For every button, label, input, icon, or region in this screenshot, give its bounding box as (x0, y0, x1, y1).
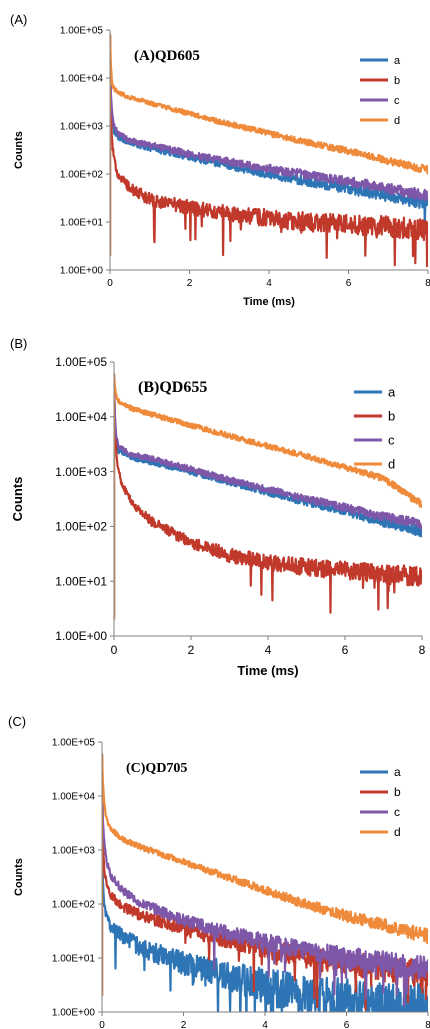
legend-label-c: c (388, 433, 395, 448)
series-line-d (102, 752, 428, 996)
chart-title: (A)QD605 (134, 48, 200, 64)
series-line-c (110, 33, 428, 256)
series-line-d (110, 33, 428, 256)
y-tick-label: 1.00E+00 (55, 629, 107, 643)
y-axis-label: Counts (13, 131, 25, 169)
legend-label-a: a (388, 385, 396, 400)
x-tick-label: 2 (187, 278, 193, 289)
y-tick-label: 1.00E+04 (52, 792, 96, 803)
x-tick-label: 4 (266, 278, 272, 289)
series-line-a (114, 373, 422, 620)
chart-title: (C)QD705 (126, 761, 187, 776)
x-axis-label: Time (ms) (237, 663, 298, 678)
x-tick-label: 4 (265, 643, 272, 657)
legend-label-c: c (394, 805, 400, 819)
y-tick-label: 1.00E+05 (52, 738, 96, 749)
y-tick-label: 1.00E+03 (55, 465, 107, 479)
series-line-b (114, 373, 422, 620)
x-tick-label: 6 (342, 643, 349, 657)
panel-label: (C) (8, 714, 26, 729)
x-tick-label: 2 (181, 1020, 187, 1029)
x-tick-label: 6 (344, 1020, 350, 1029)
y-tick-label: 1.00E+01 (55, 574, 107, 588)
y-tick-label: 1.00E+03 (60, 122, 104, 133)
legend-label-b: b (394, 75, 400, 87)
series-line-a (102, 752, 428, 1012)
chart-title: (B)QD655 (138, 379, 207, 396)
legend-label-a: a (394, 55, 401, 67)
x-tick-label: 0 (99, 1020, 105, 1029)
panel-label: (B) (10, 336, 27, 351)
series-line-c (114, 373, 422, 620)
panel-label: (A) (10, 12, 27, 27)
x-tick-label: 0 (111, 643, 118, 657)
y-axis-label: Counts (10, 477, 25, 522)
x-tick-label: 0 (107, 278, 113, 289)
y-tick-label: 1.00E+04 (60, 74, 104, 85)
legend-label-a: a (394, 765, 401, 779)
x-tick-label: 8 (425, 1020, 430, 1029)
series-line-c (102, 752, 428, 1007)
x-tick-label: 2 (188, 643, 195, 657)
legend-label-b: b (394, 785, 401, 799)
y-tick-label: 1.00E+02 (60, 170, 104, 181)
y-tick-label: 1.00E+03 (52, 846, 96, 857)
y-tick-label: 1.00E+00 (60, 266, 104, 277)
y-tick-label: 1.00E+05 (60, 26, 104, 37)
legend-label-d: d (394, 115, 400, 127)
series-line-b (110, 33, 428, 268)
x-tick-label: 6 (346, 278, 352, 289)
x-tick-label: 4 (262, 1020, 268, 1029)
x-tick-label: 8 (419, 643, 426, 657)
y-tick-label: 1.00E+05 (55, 355, 107, 369)
y-tick-label: 1.00E+02 (52, 900, 96, 911)
y-tick-label: 1.00E+04 (55, 410, 107, 424)
legend-label-d: d (394, 825, 401, 839)
y-tick-label: 1.00E+01 (52, 954, 96, 965)
legend-label-d: d (388, 457, 395, 472)
legend-label-c: c (394, 95, 400, 107)
y-tick-label: 1.00E+02 (55, 520, 107, 534)
y-tick-label: 1.00E+01 (60, 218, 104, 229)
legend-label-b: b (388, 409, 395, 424)
x-tick-label: 8 (425, 278, 430, 289)
y-axis-label: Counts (13, 858, 25, 896)
x-axis-label: Time (ms) (243, 296, 295, 308)
y-tick-label: 1.00E+00 (52, 1008, 96, 1019)
series-line-d (114, 373, 422, 620)
